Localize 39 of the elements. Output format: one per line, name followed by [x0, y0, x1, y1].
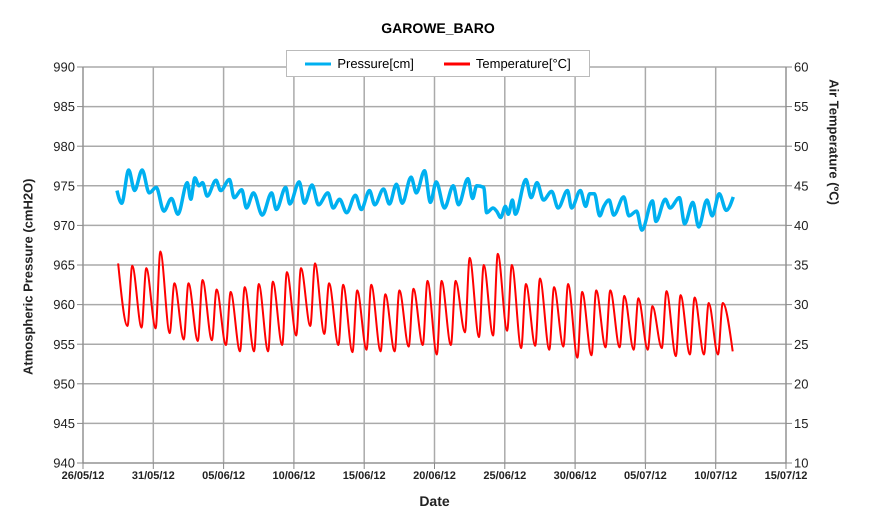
y2-tick-label: 10: [794, 456, 808, 471]
x-tick-label: 10/07/12: [694, 470, 738, 482]
legend-label: Temperature[°C]: [476, 56, 571, 71]
y2-tick-label: 30: [794, 297, 808, 312]
y2-tick-label: 60: [794, 60, 808, 75]
y-tick-label: 955: [53, 336, 75, 352]
y2-tick-label: 25: [794, 336, 808, 352]
y-axis-title: Atmospheric Pressure (cmH2O): [20, 178, 36, 375]
y2-tick-label: 15: [794, 416, 808, 432]
y-tick-label: 980: [53, 138, 75, 154]
x-axis-title: Date: [419, 493, 450, 509]
y-tick-label: 940: [53, 456, 75, 471]
y2-tick-label: 20: [794, 376, 808, 392]
y-tick-label: 975: [53, 178, 75, 194]
y2-tick-label: 45: [794, 178, 808, 194]
y2-axis-title: Air Temperature (ºC): [826, 79, 842, 205]
y-tick-label: 985: [53, 99, 75, 114]
x-tick-label: 26/05/12: [62, 470, 104, 482]
y2-tick-label: 50: [794, 138, 808, 154]
chart-title: GAROWE_BARO: [380, 20, 496, 36]
y-tick-label: 965: [53, 258, 75, 273]
x-tick-label: 05/07/12: [624, 470, 667, 482]
x-tick-label: 10/06/12: [272, 470, 316, 482]
x-tick-label: 25/06/12: [483, 470, 526, 482]
y2-tick-label: 55: [794, 99, 808, 114]
y-tick-label: 950: [53, 376, 75, 392]
y2-tick-label: 40: [794, 218, 808, 234]
x-tick-label: 30/06/12: [554, 470, 597, 482]
x-tick-label: 05/06/12: [202, 470, 246, 482]
y-tick-label: 990: [53, 60, 75, 75]
x-tick-label: 20/06/12: [413, 470, 456, 482]
x-tick-label: 31/05/12: [132, 470, 175, 482]
y-tick-label: 970: [53, 218, 75, 234]
y-tick-label: 960: [53, 297, 75, 312]
x-tick-label: 15/07/12: [764, 470, 808, 482]
y-tick-label: 945: [53, 416, 75, 432]
y2-tick-label: 35: [794, 258, 808, 273]
legend-label: Pressure[cm]: [337, 56, 414, 71]
x-tick-label: 15/06/12: [342, 470, 386, 482]
